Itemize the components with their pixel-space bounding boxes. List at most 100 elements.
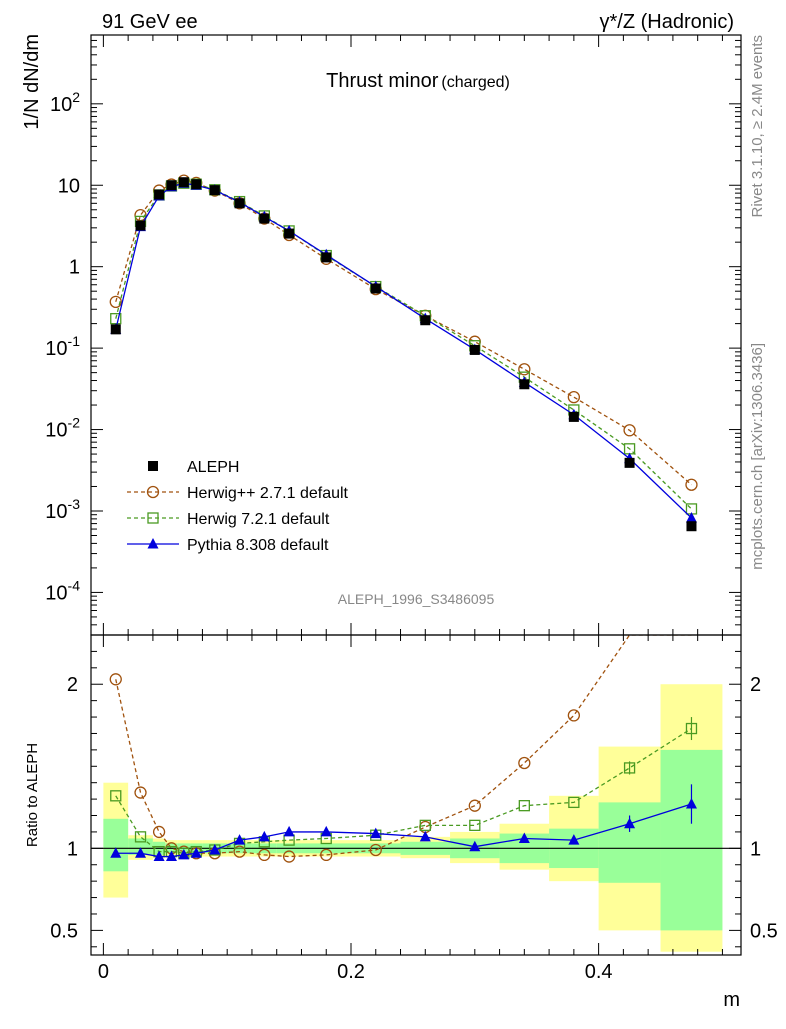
ratio-series <box>109 635 698 863</box>
herwig-2-7-1-default-ratio-point <box>369 843 382 857</box>
pythia-8-308-default-ratio-point <box>258 830 270 842</box>
aleph-point <box>686 521 697 532</box>
aleph-point <box>624 457 635 468</box>
aleph-point <box>110 324 121 335</box>
pythia-8-308-default-ratio-point <box>568 834 580 845</box>
y-tick-label: 10-4 <box>45 577 80 604</box>
y-tick-label: 10-3 <box>45 496 80 523</box>
y-tick-label-exponent: -1 <box>68 333 81 349</box>
analysis-id: ALEPH_1996_S3486095 <box>338 591 495 607</box>
y-tick-label: 10-2 <box>45 415 80 442</box>
chart-title-main: Thrust minor <box>326 70 439 92</box>
legend-marker-herwig-2-7-1-default <box>146 485 160 499</box>
aleph-point <box>209 185 220 196</box>
aleph-point <box>568 411 579 422</box>
herwig-7-2-1-default-ratio-point <box>685 722 698 735</box>
ratio-band-inner <box>660 749 723 931</box>
x-tick-label: 0 <box>98 961 109 983</box>
herwig-2-7-1-default-ratio-point <box>258 848 271 862</box>
chart-title: Thrust minor (charged) <box>326 70 510 92</box>
aleph-point <box>469 344 480 355</box>
ratio-band-inner <box>103 818 129 872</box>
herwig-7-2-1-default-ratio-point <box>469 819 481 832</box>
pythia-8-308-default-ratio-point <box>110 847 122 858</box>
aleph-point <box>284 228 295 239</box>
ratio-y-tick-label-right: 2 <box>750 674 761 696</box>
pythia-8-308-default-point <box>685 512 697 523</box>
y-tick-label: 1 <box>69 257 80 279</box>
x-axis-label: m <box>723 989 740 1011</box>
pythia-8-308-default-ratio-point <box>624 817 636 829</box>
ratio-y-tick-label-right: 0.5 <box>750 920 778 942</box>
ratio-band-inner <box>598 802 661 883</box>
header-left: 91 GeV ee <box>102 11 198 33</box>
herwig-7-2-1-default-ratio-point <box>568 796 580 809</box>
legend-label-herwig-2-7-1-default: Herwig++ 2.7.1 default <box>187 485 349 502</box>
herwig-2-7-1-default-ratio-point <box>282 850 296 863</box>
herwig-2-7-1-default-ratio-point <box>109 673 122 686</box>
aleph-point <box>420 315 431 326</box>
y-tick-label: 10 <box>58 175 80 197</box>
herwig-2-7-1-default-point <box>109 295 122 308</box>
herwig-2-7-1-default-line <box>115 179 692 486</box>
legend: ALEPH Herwig++ 2.7.1 default Herwig 7.2.1 … <box>127 459 349 554</box>
pythia-8-308-default-ratio-point <box>234 834 246 845</box>
herwig-2-7-1-default-ratio-point <box>518 756 531 770</box>
ratio-y-tick-label: 0.5 <box>50 920 78 942</box>
y-tick-label: 102 <box>50 89 80 116</box>
ratio-y-axis-label: Ratio to ALEPH <box>24 743 41 847</box>
herwig-2-7-1-default-ratio-point <box>567 709 581 722</box>
y-tick-label-base: 10 <box>45 582 67 604</box>
herwig-7-2-1-default-ratio-point <box>518 800 530 812</box>
legend-entry-herwig-7-2-1-default: Herwig 7.2.1 default <box>127 511 330 528</box>
aleph-point <box>178 177 189 188</box>
legend-marker-herwig-7-2-1-default <box>147 512 159 524</box>
ratio-y-tick-label: 2 <box>67 674 78 696</box>
herwig-2-7-1-default-ratio-point <box>468 799 481 812</box>
pythia-8-308-default-ratio-point <box>685 798 697 809</box>
y-tick-label-exponent: -4 <box>68 577 81 593</box>
herwig-2-7-1-default-point <box>518 363 531 376</box>
aleph-point <box>166 180 177 191</box>
y-tick-label-base: 10 <box>50 94 72 116</box>
herwig-2-7-1-default-ratio-line <box>115 635 692 858</box>
aleph-point <box>154 189 165 200</box>
y-axis-label: 1/N dN/dm <box>21 34 43 130</box>
legend-label-pythia-8-308-default: Pythia 8.308 default <box>187 537 329 554</box>
side-label-top: Rivet 3.1.10, ≥ 2.4M events <box>749 35 766 218</box>
y-tick-label: 10-1 <box>45 333 80 360</box>
ratio-y-tick-label: 1 <box>67 838 78 860</box>
x-tick-label: 0.2 <box>337 961 365 983</box>
legend-entry-herwig-2-7-1-default: Herwig++ 2.7.1 default <box>127 485 349 502</box>
herwig-2-7-1-default-point <box>567 390 581 404</box>
pythia-8-308-default-ratio-point <box>419 830 431 842</box>
pythia-8-308-default-ratio-point <box>153 850 165 862</box>
aleph-point <box>259 213 270 224</box>
header-right: γ*/Z (Hadronic) <box>600 11 734 33</box>
pythia-8-308-default-ratio-point <box>283 825 295 837</box>
y-tick-label-base: 10 <box>45 420 67 442</box>
main-panel <box>109 174 698 532</box>
aleph-point <box>370 283 381 294</box>
chart-title-suffix: (charged) <box>441 74 509 91</box>
pythia-8-308-default-ratio-point <box>165 850 177 862</box>
herwig-2-7-1-default-point <box>685 478 698 491</box>
herwig-2-7-1-default-ratio-point <box>134 786 147 799</box>
aleph-point <box>321 252 332 263</box>
herwig-2-7-1-default-ratio-point <box>320 848 333 862</box>
ratio-panel <box>91 635 741 952</box>
x-tick-label: 0.4 <box>585 961 613 983</box>
herwig-2-7-1-default-ratio-point <box>152 825 166 839</box>
aleph-point <box>519 379 530 390</box>
herwig-2-7-1-default-point <box>623 424 636 437</box>
herwig-7-2-1-default-ratio-point <box>110 790 122 802</box>
side-label-bottom: mcplots.cern.ch [arXiv:1306.3436] <box>749 343 766 570</box>
herwig-2-7-1-default-ratio-point <box>233 845 246 858</box>
aleph-point <box>135 220 146 231</box>
pythia-8-308-default-ratio-point <box>518 832 530 843</box>
y-tick-label-exponent: -3 <box>68 496 81 512</box>
aleph-point <box>191 179 202 190</box>
legend-entry-pythia-8-308-default: Pythia 8.308 default <box>127 537 329 554</box>
